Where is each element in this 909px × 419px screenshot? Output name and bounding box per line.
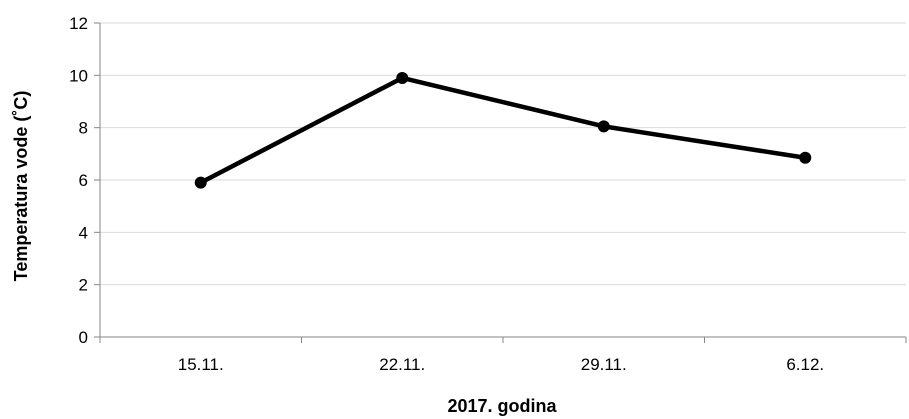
x-tick-label: 22.11. [379,355,425,374]
series-group [194,71,812,189]
y-axis-ticks: 0 2 4 6 8 10 12 [69,14,100,347]
y-tick-label: 2 [79,276,88,295]
x-axis-title: 2017. godina [447,396,557,416]
x-axis-ticks: 15.11. 22.11. 29.11. 6.12. [99,337,907,374]
y-axis-title: Temperatura vode (˚C) [11,91,31,282]
y-tick-label: 4 [79,223,88,242]
data-point [597,120,610,133]
y-tick-label: 10 [69,66,88,85]
data-point [799,151,812,164]
y-tick-label: 8 [79,119,88,138]
y-tick-label: 6 [79,171,88,190]
x-tick-label: 29.11. [581,355,627,374]
y-tick-label: 12 [69,14,88,33]
data-point [396,71,409,84]
y-tick-label: 0 [79,328,88,347]
gridlines [100,22,906,286]
x-tick-label: 15.11. [178,355,224,374]
data-point [194,176,207,189]
series-line [198,75,808,185]
x-tick-label: 6.12. [786,355,824,374]
